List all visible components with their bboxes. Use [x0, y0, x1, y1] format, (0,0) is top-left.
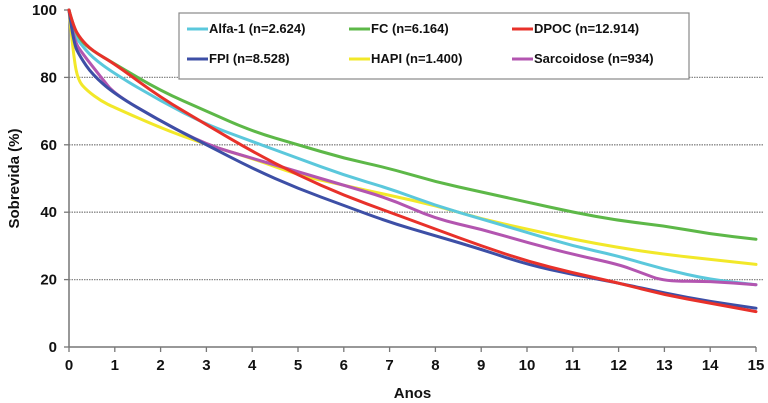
legend-item: HAPI (n=1.400): [349, 51, 462, 66]
y-tick-label: 40: [40, 204, 57, 221]
y-axis-title: Sobrevida (%): [6, 128, 23, 228]
legend-label: FC (n=6.164): [371, 21, 449, 36]
x-tick-label: 14: [702, 357, 719, 374]
x-tick-label: 2: [156, 357, 164, 374]
x-tick-label: 12: [610, 357, 627, 374]
series-line-sarcoidose: [67, 8, 758, 287]
x-axis-title: Anos: [394, 385, 432, 402]
legend-item: Alfa-1 (n=2.624): [187, 21, 305, 36]
y-tick-label: 100: [32, 2, 57, 19]
y-tick-label: 60: [40, 137, 57, 154]
x-tick-label: 3: [202, 357, 210, 374]
x-tick-label: 7: [385, 357, 393, 374]
legend-item: FC (n=6.164): [349, 21, 449, 36]
x-tick-label: 13: [656, 357, 673, 374]
x-tick-label: 11: [565, 357, 581, 374]
series-line-dpoc: [67, 8, 758, 314]
x-tick-label: 10: [519, 357, 536, 374]
series-line-alfa-1: [67, 8, 758, 287]
series-lines: [67, 8, 758, 314]
x-tick-label: 9: [477, 357, 485, 374]
x-tick-label: 4: [248, 357, 257, 374]
y-tick-label: 80: [40, 69, 57, 86]
x-tick-label: 0: [65, 357, 73, 374]
legend-item: Sarcoidose (n=934): [512, 51, 654, 66]
series-line-hapi: [67, 8, 758, 266]
legend-box: [178, 12, 690, 80]
legend-item: FPI (n=8.528): [187, 51, 290, 66]
legend-label: FPI (n=8.528): [209, 51, 290, 66]
x-tick-label: 6: [340, 357, 348, 374]
x-tick-label: 8: [431, 357, 439, 374]
legend: Alfa-1 (n=2.624) FC (n=6.164) DPOC (n=12.9…: [178, 12, 690, 80]
legend-label: Sarcoidose (n=934): [534, 51, 654, 66]
y-tick-label: 0: [49, 339, 57, 356]
y-tick-label: 20: [40, 272, 57, 289]
x-tick-label: 15: [748, 357, 765, 374]
legend-item: DPOC (n=12.914): [512, 21, 639, 36]
y-ticks: 0 20 40 60 80 100: [32, 2, 69, 356]
legend-label: DPOC (n=12.914): [534, 21, 639, 36]
legend-label: HAPI (n=1.400): [371, 51, 462, 66]
axes: [68, 10, 756, 348]
x-tick-label: 1: [111, 357, 119, 374]
x-tick-label: 5: [294, 357, 302, 374]
legend-label: Alfa-1 (n=2.624): [209, 21, 305, 36]
x-ticks: 0 1 2 3 4 5 6 7 8 9 10 11 12 13 14 15: [65, 347, 765, 374]
